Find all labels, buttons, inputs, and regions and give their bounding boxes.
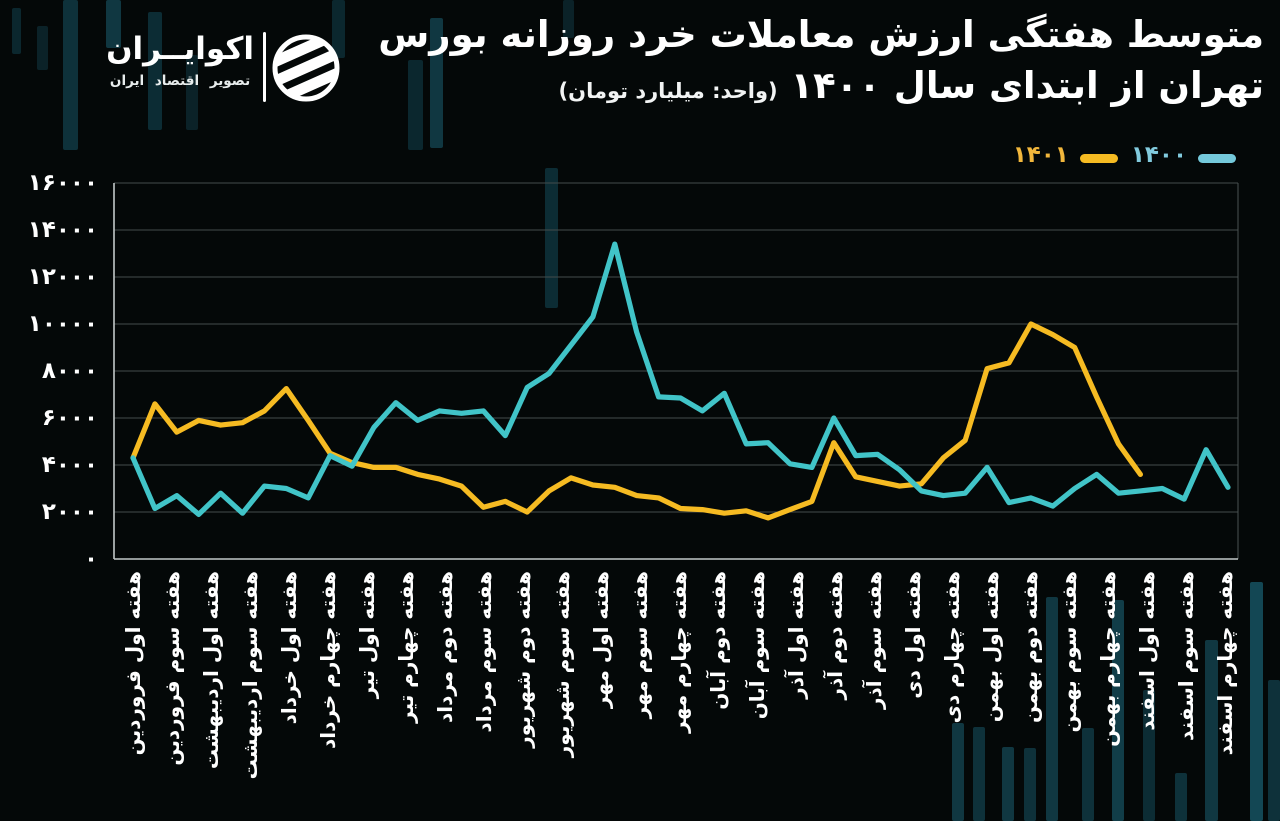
watermark-bar bbox=[37, 26, 48, 70]
x-tick-label: هفته اول فروردین bbox=[121, 571, 145, 756]
watermark-bar bbox=[430, 18, 443, 148]
chart-unit-label: (واحد: میلیارد تومان) bbox=[558, 78, 778, 103]
x-tick-label: هفته دوم آبان bbox=[706, 571, 730, 710]
x-tick-label: هفته سوم آبان bbox=[745, 571, 769, 720]
y-tick-label: ۴۰۰۰ bbox=[41, 452, 98, 478]
legend-label: ۱۴۰۱ bbox=[1012, 142, 1069, 168]
x-tick-label: هفته اول تیر bbox=[355, 571, 379, 699]
watermark-bar bbox=[1002, 747, 1014, 821]
x-tick-label: هفته سوم اردیبهشت bbox=[238, 571, 262, 780]
x-tick-label: هفته سوم مهر bbox=[628, 571, 652, 719]
watermark-bar bbox=[1046, 597, 1058, 821]
x-tick-label: هفته اول آذر bbox=[784, 571, 808, 699]
watermark-bar bbox=[1250, 582, 1263, 821]
x-tick-label: هفته چهارم خرداد bbox=[316, 571, 340, 750]
x-tick-label: هفته اول اسفند bbox=[1135, 571, 1159, 731]
y-tick-label: ۸۰۰۰ bbox=[41, 358, 98, 384]
series-line-1400 bbox=[130, 241, 1231, 518]
watermark-bar bbox=[1024, 748, 1036, 821]
series-line-1401 bbox=[130, 321, 1144, 521]
watermark-bar bbox=[148, 12, 162, 130]
brand-tagline: تصویر اقتصاد ایران bbox=[109, 73, 251, 90]
chart-title-line1: متوسط هفتگی ارزش معاملات خرد روزانه بورس bbox=[378, 13, 1264, 56]
watermark-bar bbox=[1205, 640, 1218, 821]
x-tick-label: هفته چهارم اسفند bbox=[1213, 571, 1237, 756]
watermark-bar bbox=[973, 727, 985, 821]
watermark-bar bbox=[12, 8, 21, 54]
x-tick-label: هفته اول مهر bbox=[589, 571, 613, 709]
legend-label: ۱۴۰۰ bbox=[1130, 142, 1187, 168]
x-tick-label: هفته اول بهمن bbox=[979, 571, 1003, 723]
chart-title: متوسط هفتگی ارزش معاملات خرد روزانه بورس… bbox=[378, 10, 1264, 110]
y-tick-label: ۱۶۰۰۰ bbox=[27, 170, 98, 196]
x-tick-label: هفته دوم شهریور bbox=[511, 571, 535, 748]
x-tick-label: هفته چهارم مهر bbox=[667, 571, 691, 733]
x-tick-label: هفته چهارم دی bbox=[940, 571, 964, 724]
watermark-bar bbox=[1112, 600, 1124, 821]
watermark-bar bbox=[63, 0, 78, 150]
y-tick-label: ۰ bbox=[83, 546, 98, 572]
watermark-bar bbox=[186, 55, 198, 130]
x-tick-label: هفته دوم آذر bbox=[823, 571, 847, 700]
x-tick-label: هفته سوم فروردین bbox=[160, 571, 184, 766]
x-tick-label: هفته اول دی bbox=[901, 571, 925, 699]
x-tick-label: هفته دوم بهمن bbox=[1018, 571, 1042, 723]
brand-logo: اکوایــران تصویر اقتصاد ایران bbox=[48, 26, 344, 112]
x-tick-label: هفته سوم اسفند bbox=[1174, 571, 1198, 741]
y-tick-label: ۱۴۰۰۰ bbox=[27, 217, 98, 243]
brand-separator bbox=[263, 32, 266, 102]
x-tick-label: هفته اول خرداد bbox=[277, 571, 301, 725]
watermark-bar bbox=[563, 0, 574, 38]
watermark-bar bbox=[1175, 773, 1187, 821]
chart-title-line2: تهران از ابتدای سال ۱۴۰۰ (واحد: میلیارد … bbox=[378, 62, 1264, 110]
x-tick-label: هفته سوم شهریور bbox=[550, 571, 574, 758]
brand-text: اکوایــران تصویر اقتصاد ایران bbox=[106, 32, 254, 89]
y-tick-label: ۱۲۰۰۰ bbox=[27, 264, 98, 290]
y-tick-label: ۱۰۰۰۰ bbox=[27, 311, 98, 337]
x-tick-label: هفته سوم بهمن bbox=[1057, 571, 1081, 733]
x-tick-label: هفته اول اردیبهشت bbox=[199, 571, 223, 770]
legend: ۱۴۰۱ ۱۴۰۰ bbox=[1013, 144, 1236, 167]
y-tick-label: ۲۰۰۰ bbox=[41, 499, 98, 525]
watermark-bar bbox=[1268, 680, 1280, 821]
x-tick-label: هفته چهارم تیر bbox=[394, 571, 418, 723]
watermark-bar bbox=[952, 723, 964, 821]
brand-name: اکوایــران bbox=[106, 31, 254, 67]
watermark-bar bbox=[408, 60, 423, 150]
legend-item-۱۴۰۰: ۱۴۰۰ bbox=[1131, 144, 1236, 167]
legend-swatch-icon bbox=[1198, 154, 1236, 163]
watermark-bar bbox=[332, 0, 345, 58]
watermark-bar bbox=[1082, 728, 1094, 821]
legend-item-۱۴۰۱: ۱۴۰۱ bbox=[1013, 144, 1118, 167]
x-tick-label: هفته سوم آذر bbox=[862, 571, 886, 709]
x-tick-label: هفته سوم مرداد bbox=[472, 571, 496, 733]
chart-title-line2-main: تهران از ابتدای سال ۱۴۰۰ bbox=[790, 63, 1264, 107]
watermark-bar bbox=[1143, 690, 1155, 821]
x-tick-label: هفته دوم مرداد bbox=[433, 571, 457, 724]
legend-swatch-icon bbox=[1079, 154, 1118, 163]
watermark-bar bbox=[106, 0, 121, 48]
y-tick-label: ۶۰۰۰ bbox=[41, 405, 98, 431]
x-tick-label: هفته چهارم بهمن bbox=[1096, 571, 1120, 747]
watermark-bar bbox=[545, 168, 558, 308]
ecoiran-logo-icon bbox=[268, 33, 344, 102]
